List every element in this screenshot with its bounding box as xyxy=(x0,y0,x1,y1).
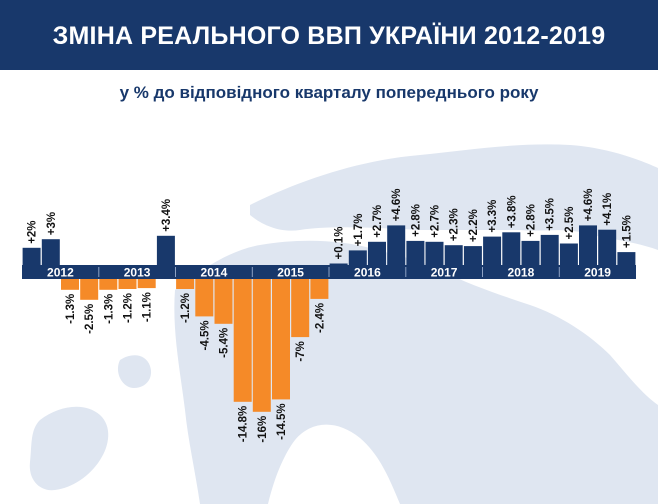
bar-label-26: +3.8% xyxy=(506,195,518,228)
bar-label-22: +2.7% xyxy=(430,205,442,238)
year-label-2019: 2019 xyxy=(584,266,611,280)
bar-8 xyxy=(156,235,175,265)
map-landmass-islands xyxy=(117,355,152,388)
bar-data-labels: +2% +3% -1.3% -2.5% -1.3% -1.2% -1.1% +3.4% -1.2… xyxy=(27,188,634,442)
bar-25 xyxy=(483,236,502,265)
year-label-2013: 2013 xyxy=(124,266,151,280)
bar-5 xyxy=(99,279,118,290)
page-subtitle: у % до відповідного кварталу попередньог… xyxy=(119,83,539,102)
bar-20 xyxy=(387,225,406,265)
bar-30 xyxy=(579,225,597,265)
bar-3 xyxy=(61,279,79,290)
bar-label-31: +4.1% xyxy=(602,193,614,226)
bar-label-8: +3.4% xyxy=(161,199,173,232)
bar-31 xyxy=(598,229,617,265)
bar-4 xyxy=(80,279,99,300)
bar-28 xyxy=(540,234,559,265)
bar-series xyxy=(22,225,636,412)
bar-label-19: +2.7% xyxy=(372,205,384,238)
bar-19 xyxy=(368,241,386,265)
header-bar xyxy=(0,0,658,70)
year-label-2012: 2012 xyxy=(47,266,74,280)
bar-26 xyxy=(502,232,521,265)
bar-label-24: +2.2% xyxy=(468,209,480,242)
bar-1 xyxy=(22,247,41,265)
bar-label-13: -16% xyxy=(257,416,269,443)
page-title: ЗМІНА РЕАЛЬНОГО ВВП УКРАЇНИ 2012-2019 xyxy=(52,22,606,50)
year-label-2018: 2018 xyxy=(508,266,535,280)
bar-label-32: +1.5% xyxy=(621,215,633,248)
bar-label-18: +1.7% xyxy=(353,213,365,246)
bar-label-21: +2.8% xyxy=(410,204,422,237)
bar-label-9: -1.2% xyxy=(180,293,192,323)
bar-label-30: +4.6% xyxy=(583,188,595,221)
year-label-2017: 2017 xyxy=(431,266,458,280)
bar-label-15: -7% xyxy=(295,341,307,361)
bar-label-25: +3.3% xyxy=(487,200,499,233)
bar-label-11: -5.4% xyxy=(219,328,231,358)
bar-label-5: -1.3% xyxy=(103,294,115,324)
year-tick-labels: 2012 2013 2014 2015 2016 2017 2018 2019 xyxy=(47,266,611,280)
bar-label-2: +3% xyxy=(46,212,58,235)
bar-11 xyxy=(214,279,233,324)
bar-10 xyxy=(195,279,214,317)
bar-label-6: -1.2% xyxy=(123,293,135,323)
year-dividers xyxy=(98,267,560,277)
map-landmass-uk xyxy=(29,406,109,491)
bar-13 xyxy=(252,279,271,412)
bar-label-14: -14.5% xyxy=(276,403,288,439)
bar-label-3: -1.3% xyxy=(65,294,77,324)
bar-label-17: +0.1% xyxy=(334,227,346,260)
bar-32 xyxy=(617,252,636,265)
bar-17 xyxy=(329,263,348,265)
bar-label-4: -2.5% xyxy=(84,304,96,334)
bar-21 xyxy=(406,240,425,265)
bar-label-10: -4.5% xyxy=(199,320,211,350)
bar-23 xyxy=(444,245,463,265)
bar-label-27: +2.8% xyxy=(526,204,538,237)
bar-14 xyxy=(272,279,290,400)
bar-label-12: -14.8% xyxy=(238,406,250,442)
bar-7 xyxy=(137,279,156,289)
bar-label-23: +2.3% xyxy=(449,208,461,241)
bar-29 xyxy=(559,243,578,265)
bar-24 xyxy=(463,246,482,265)
year-label-2014: 2014 xyxy=(201,266,228,280)
bar-label-28: +3.5% xyxy=(545,198,557,231)
bar-2 xyxy=(41,239,60,265)
year-label-2016: 2016 xyxy=(354,266,381,280)
bar-12 xyxy=(233,279,252,402)
bar-label-29: +2.5% xyxy=(564,207,576,240)
bar-22 xyxy=(425,241,444,265)
bar-label-16: -2.4% xyxy=(314,303,326,333)
bar-9 xyxy=(176,279,195,289)
bar-27 xyxy=(521,240,540,265)
bar-15 xyxy=(291,279,310,338)
bar-16 xyxy=(310,279,329,299)
bar-label-7: -1.1% xyxy=(142,292,154,322)
bar-label-20: +4.6% xyxy=(391,188,403,221)
bar-label-1: +2% xyxy=(27,220,39,243)
map-landmass-north xyxy=(250,144,658,250)
year-label-2015: 2015 xyxy=(277,266,304,280)
bar-6 xyxy=(118,279,137,289)
bar-18 xyxy=(348,250,367,265)
